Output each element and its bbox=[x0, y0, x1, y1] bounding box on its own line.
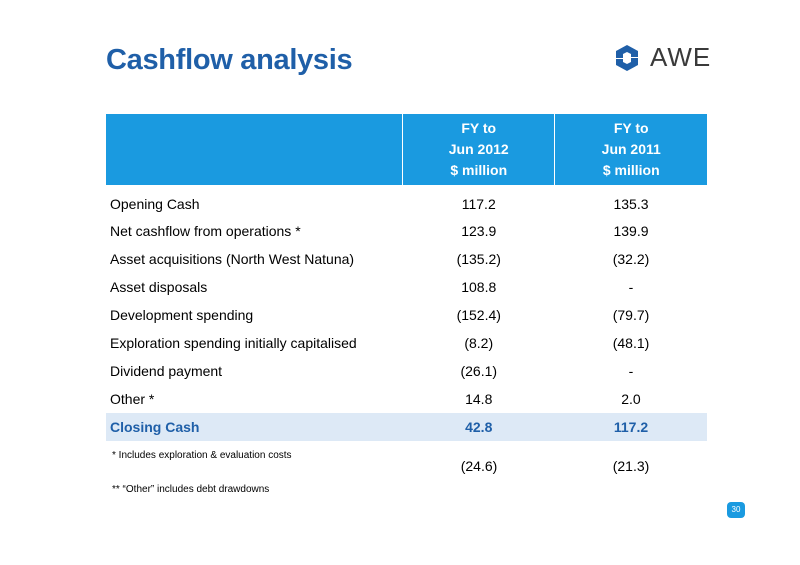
row-label: Opening Cash bbox=[110, 196, 200, 212]
row-value-fy2011: - bbox=[628, 363, 634, 379]
footnote-value-fy2011: (21.3) bbox=[612, 458, 650, 474]
footnote-exploration: * Includes exploration & evaluation cost… bbox=[112, 450, 292, 461]
row-value-fy2011: 139.9 bbox=[613, 223, 649, 239]
row-label: Other * bbox=[110, 391, 155, 407]
closing-cash-label: Closing Cash bbox=[106, 413, 403, 441]
closing-cash-fy2011: 117.2 bbox=[554, 413, 707, 441]
row-value-fy2012: (26.1) bbox=[460, 363, 498, 379]
row-label: Asset acquisitions (North West Natuna) bbox=[110, 251, 355, 267]
row-value-fy2012: 108.8 bbox=[461, 279, 497, 295]
header-fy2012: FY to Jun 2012 $ million bbox=[401, 114, 555, 185]
page-title: Cashflow analysis bbox=[106, 44, 353, 76]
row-value-fy2011: (48.1) bbox=[612, 335, 650, 351]
header-blank-cell bbox=[106, 114, 403, 185]
table-row: Asset disposals 108.8 - bbox=[106, 273, 707, 301]
header-fy2012-line2: Jun 2012 bbox=[448, 141, 509, 157]
row-value-fy2011: (79.7) bbox=[612, 307, 650, 323]
row-value-fy2012: (152.4) bbox=[456, 307, 501, 323]
header-fy2012-line3: $ million bbox=[450, 162, 508, 178]
header-fy2011-line1: FY to bbox=[613, 120, 649, 136]
row-label: Asset disposals bbox=[110, 279, 208, 295]
footnote-value-fy2012: (24.6) bbox=[460, 458, 498, 474]
table-row: Dividend payment (26.1) - bbox=[106, 357, 707, 385]
row-value-fy2011: 2.0 bbox=[621, 391, 641, 407]
row-label: Dividend payment bbox=[110, 363, 223, 379]
company-logo: AWE bbox=[612, 42, 711, 73]
row-value-fy2011: - bbox=[628, 279, 634, 295]
cashflow-table: FY to Jun 2012 $ million FY to Jun 2011 … bbox=[106, 114, 707, 441]
footnote-other: ** “Other” includes debt drawdowns bbox=[112, 484, 270, 495]
awe-logo-icon bbox=[616, 44, 638, 71]
row-value-fy2012: 123.9 bbox=[461, 223, 497, 239]
row-label: Net cashflow from operations * bbox=[110, 223, 301, 239]
row-value-fy2012: 14.8 bbox=[465, 391, 493, 407]
closing-cash-row: Closing Cash 42.8 117.2 bbox=[106, 413, 707, 441]
logo-text: AWE bbox=[650, 42, 712, 72]
closing-cash-fy2012: 42.8 bbox=[402, 413, 555, 441]
row-value-fy2012: (135.2) bbox=[456, 251, 501, 267]
table-row: Exploration spending initially capitalis… bbox=[106, 329, 707, 357]
table-row: Development spending (152.4) (79.7) bbox=[106, 301, 707, 329]
row-label: Exploration spending initially capitalis… bbox=[110, 335, 357, 351]
header-fy2011-line3: $ million bbox=[602, 162, 660, 178]
header-fy2011-line2: Jun 2011 bbox=[601, 141, 661, 157]
row-value-fy2011: 135.3 bbox=[613, 196, 649, 212]
table-row: Opening Cash 117.2 135.3 bbox=[106, 185, 707, 217]
row-label: Development spending bbox=[110, 307, 254, 323]
page-number-badge: 30 bbox=[727, 502, 745, 518]
row-value-fy2012: (8.2) bbox=[464, 335, 494, 351]
row-value-fy2011: (32.2) bbox=[612, 251, 650, 267]
header-fy2011: FY to Jun 2011 $ million bbox=[554, 114, 707, 185]
table-row: Net cashflow from operations * 123.9 139… bbox=[106, 217, 707, 245]
table-row: Other * 14.8 2.0 bbox=[106, 385, 707, 413]
table-row: Asset acquisitions (North West Natuna) (… bbox=[106, 245, 707, 273]
table-header-row: FY to Jun 2012 $ million FY to Jun 2011 … bbox=[106, 114, 707, 185]
header-fy2012-line1: FY to bbox=[461, 120, 497, 136]
row-value-fy2012: 117.2 bbox=[461, 196, 496, 212]
